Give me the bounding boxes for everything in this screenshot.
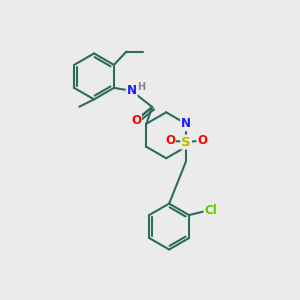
- Text: Cl: Cl: [204, 204, 217, 217]
- Text: H: H: [137, 82, 146, 92]
- Text: O: O: [165, 134, 175, 147]
- Text: N: N: [127, 84, 136, 97]
- Text: N: N: [181, 117, 191, 130]
- Text: S: S: [181, 136, 191, 148]
- Text: O: O: [197, 134, 207, 147]
- Text: O: O: [131, 114, 141, 127]
